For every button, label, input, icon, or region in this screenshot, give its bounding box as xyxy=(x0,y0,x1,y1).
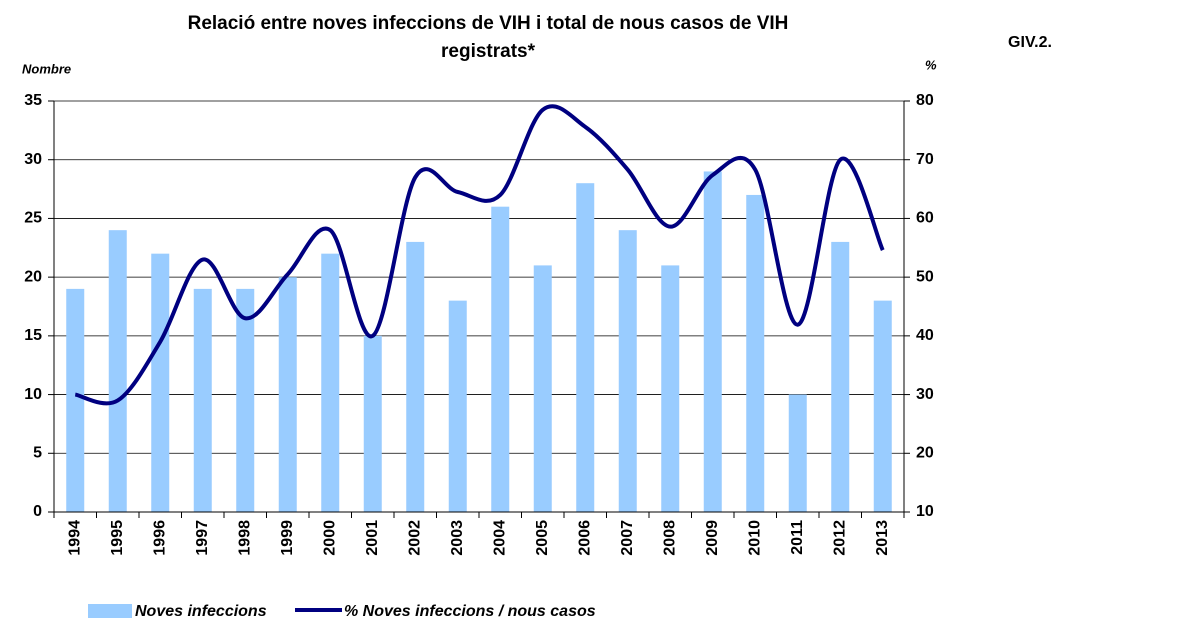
y2-tick-label: 70 xyxy=(916,151,934,168)
x-tick-label: 1997 xyxy=(194,520,211,556)
bar xyxy=(236,288,255,512)
x-tick-label: 1998 xyxy=(236,520,253,556)
x-tick-label: 1994 xyxy=(66,520,83,556)
bar xyxy=(746,194,765,512)
y-tick-label: 15 xyxy=(24,327,42,344)
x-tick-label: 1995 xyxy=(109,520,126,556)
bar xyxy=(66,288,85,512)
x-tick-label: 2007 xyxy=(619,520,636,556)
bar xyxy=(873,300,892,512)
bar xyxy=(703,171,722,512)
bar xyxy=(193,288,212,512)
bar xyxy=(363,335,382,512)
bar xyxy=(491,206,510,512)
x-tick-label: 2009 xyxy=(704,520,721,556)
bar xyxy=(448,300,467,512)
x-tick-label: 1999 xyxy=(279,520,296,556)
legend-swatch xyxy=(88,604,132,618)
line xyxy=(74,104,885,406)
x-tick-label: 2008 xyxy=(661,520,678,556)
x-tick-label: 2010 xyxy=(746,520,763,556)
figure-code: GIV.2. xyxy=(1008,34,1052,51)
x-tick-label: 2011 xyxy=(789,520,806,555)
x-tick-label: 2004 xyxy=(491,520,508,556)
x-tick-label: 2001 xyxy=(364,520,381,556)
y-tick-label: 10 xyxy=(24,386,42,403)
x-tick-label: 2012 xyxy=(831,520,848,556)
x-tick-label: 2003 xyxy=(449,520,466,556)
y-tick-label: 5 xyxy=(33,445,42,462)
bar xyxy=(831,241,850,512)
y2-tick-label: 60 xyxy=(916,210,934,227)
bar xyxy=(151,253,170,512)
x-tick-label: 2000 xyxy=(321,520,338,556)
bar xyxy=(321,253,340,512)
bar xyxy=(618,230,637,512)
y-tick-label: 25 xyxy=(24,210,42,227)
x-tick-label: 2005 xyxy=(534,520,551,556)
x-tick-label: 2013 xyxy=(874,520,891,556)
y2-tick-label: 20 xyxy=(916,445,934,462)
x-tick-label: 2002 xyxy=(406,520,423,556)
y2-axis-label: % xyxy=(925,57,937,72)
legend-label: % Noves infeccions / nous casos xyxy=(344,603,596,620)
bar xyxy=(576,183,595,512)
bar xyxy=(108,230,127,512)
y-axis-label: Nombre xyxy=(22,61,71,76)
y2-tick-label: 80 xyxy=(916,92,934,109)
y2-tick-label: 30 xyxy=(916,386,934,403)
y2-tick-label: 10 xyxy=(916,503,934,520)
y2-tick-label: 40 xyxy=(916,327,934,344)
bar xyxy=(788,394,807,512)
y-tick-label: 0 xyxy=(33,503,42,520)
y-tick-label: 35 xyxy=(24,92,42,109)
y2-tick-label: 50 xyxy=(916,268,934,285)
bar xyxy=(533,265,552,512)
x-tick-label: 1996 xyxy=(151,520,168,556)
legend-label: Noves infeccions xyxy=(135,603,267,620)
bar xyxy=(661,265,680,512)
bar xyxy=(406,241,425,512)
y-tick-label: 30 xyxy=(24,151,42,168)
chart-title: registrats* xyxy=(441,41,536,62)
y-tick-label: 20 xyxy=(24,268,42,285)
x-tick-label: 2006 xyxy=(576,520,593,556)
chart-title: Relació entre noves infeccions de VIH i … xyxy=(188,13,789,34)
bar xyxy=(278,277,297,512)
